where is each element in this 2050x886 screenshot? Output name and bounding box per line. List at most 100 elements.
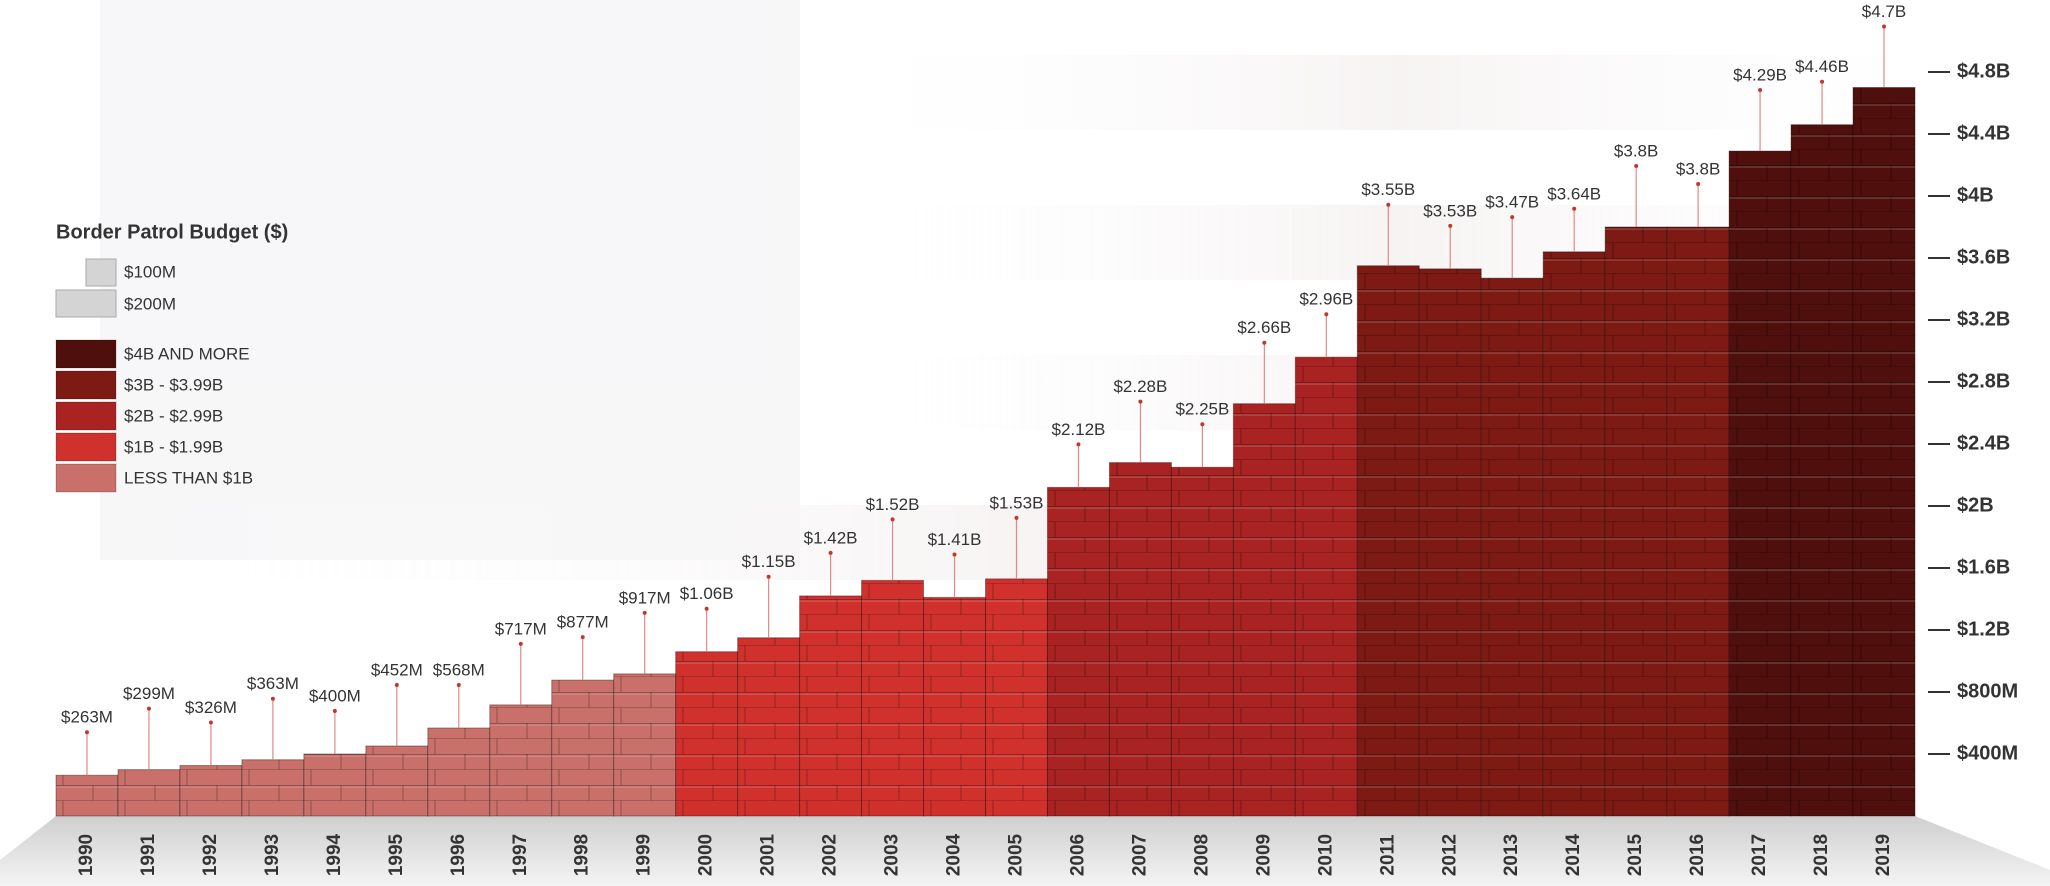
bar-brick-texture: [1233, 403, 1296, 816]
bar-brick-texture: [1543, 251, 1606, 817]
leader-dot: [1448, 223, 1453, 228]
leader-dot: [642, 610, 647, 615]
x-tick-label: 2001: [758, 833, 779, 876]
leader-dot: [1076, 442, 1081, 447]
y-tick-label: $4B: [1957, 184, 1994, 206]
x-tick-label: 1997: [510, 834, 531, 876]
legend-label: $3B - $3.99B: [124, 375, 223, 394]
value-label: $263M: [61, 708, 113, 727]
bar-brick-texture: [1295, 357, 1358, 816]
bar-brick-texture: [551, 680, 614, 816]
x-tick-label: 1999: [634, 834, 655, 876]
legend-label: $4B AND MORE: [124, 344, 250, 363]
bar-brick-texture: [675, 651, 738, 816]
value-label: $2.66B: [1237, 318, 1291, 337]
bar-brick-texture: [427, 727, 490, 816]
leader-dot: [332, 709, 337, 713]
leader-dot: [766, 574, 771, 579]
bar-brick-texture: [117, 769, 180, 816]
leader-dot: [1386, 202, 1391, 207]
value-label: $917M: [619, 588, 671, 607]
value-label: $363M: [247, 674, 299, 693]
y-tick-label: $800M: [1957, 680, 2018, 702]
x-tick-label: 2007: [1129, 834, 1150, 876]
leader-dot: [580, 635, 585, 640]
x-tick-label: 2018: [1811, 834, 1832, 876]
bar-brick-texture: [303, 754, 366, 816]
legend-label: $2B - $2.99B: [124, 406, 223, 425]
x-tick-label: 1994: [324, 833, 345, 876]
legend-swatch: [55, 463, 117, 493]
x-tick-label: 2005: [1005, 833, 1026, 876]
leader-dot: [1758, 88, 1763, 93]
x-tick-label: 2004: [944, 833, 965, 876]
x-tick-label: 2014: [1563, 833, 1584, 876]
y-tick-label: $3.2B: [1957, 308, 2010, 330]
leader-dot: [146, 706, 151, 711]
bar-brick-texture: [56, 775, 118, 816]
flag-stripe: [800, 55, 2000, 130]
value-label: $1.15B: [742, 552, 796, 571]
bar-brick-texture: [861, 580, 924, 816]
value-label: $568M: [433, 660, 485, 679]
x-tick-label: 2019: [1873, 834, 1894, 876]
y-tick-label: $2.8B: [1957, 370, 2010, 392]
value-label: $3.64B: [1547, 184, 1601, 203]
value-label: $400M: [309, 686, 361, 705]
value-label: $1.52B: [866, 495, 920, 514]
legend-label: $200M: [124, 294, 176, 313]
leader-dot: [890, 517, 895, 522]
bar-brick-texture: [1481, 278, 1544, 816]
bar-brick-texture: [1605, 227, 1668, 816]
bar-brick-texture: [1357, 265, 1420, 816]
x-tick-label: 2003: [882, 834, 903, 876]
bar-brick-texture: [241, 759, 304, 816]
y-tick-label: $1.2B: [1957, 618, 2010, 640]
leader-dot: [1200, 422, 1205, 427]
floor: [0, 816, 2050, 886]
leader-dot: [1324, 312, 1329, 317]
bar-brick-texture: [985, 578, 1048, 816]
x-tick-label: 2017: [1749, 834, 1770, 876]
flag-canton: [100, 0, 800, 560]
bar-brick-texture: [799, 595, 862, 816]
y-tick-label: $400M: [1957, 742, 2018, 764]
leader-dot: [1696, 182, 1701, 186]
leader-dot: [518, 641, 523, 646]
y-tick-label: $2B: [1957, 494, 1994, 516]
bar-brick-texture: [1171, 467, 1234, 816]
legend-swatch: [55, 339, 117, 369]
value-label: $452M: [371, 660, 423, 679]
y-tick-label: $4.8B: [1957, 60, 2010, 82]
value-label: $4.46B: [1795, 57, 1849, 76]
x-tick-label: 2010: [1315, 834, 1336, 876]
value-label: $3.47B: [1485, 193, 1539, 212]
leader-dot: [456, 682, 461, 687]
bar-brick-texture: [365, 745, 428, 816]
x-tick-label: 1995: [386, 833, 407, 876]
x-tick-label: 2013: [1501, 834, 1522, 876]
bar-brick-texture: [1109, 462, 1172, 816]
value-label: $2.96B: [1299, 290, 1353, 309]
leader-dot: [952, 552, 957, 557]
legend-title: Border Patrol Budget ($): [56, 221, 288, 243]
legend-swatch: [55, 370, 117, 400]
legend-label: LESS THAN $1B: [124, 468, 253, 487]
bar-brick-texture: [1729, 151, 1792, 817]
leader-dot: [1262, 340, 1267, 345]
bar-brick-texture: [1419, 268, 1482, 817]
x-tick-label: 2009: [1253, 834, 1274, 876]
bar-brick-texture: [1667, 227, 1730, 816]
leader-dot: [208, 720, 213, 725]
legend-brick-icon: [55, 289, 117, 318]
leader-dot: [394, 682, 399, 687]
x-tick-label: 2002: [820, 834, 841, 876]
bar-brick-texture: [923, 597, 986, 816]
legend-label: $1B - $1.99B: [124, 437, 223, 456]
value-label: $4.7B: [1862, 2, 1906, 21]
x-tick-label: 2008: [1191, 834, 1212, 876]
leader-dot: [704, 606, 709, 611]
x-tick-label: 1993: [262, 834, 283, 876]
legend-swatch: [55, 401, 117, 431]
